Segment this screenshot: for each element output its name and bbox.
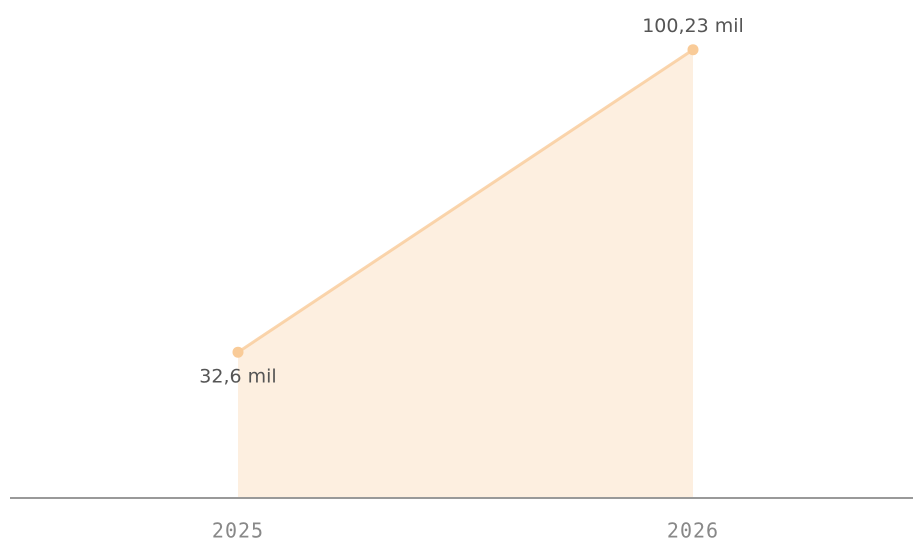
- line: [237, 48, 694, 354]
- value-label: 100,23 mil: [642, 15, 744, 37]
- point: [232, 346, 244, 358]
- point: [687, 44, 699, 56]
- x-tick-label: 2026: [667, 519, 719, 543]
- area: [238, 49, 693, 498]
- value-label: 32,6 mil: [199, 366, 276, 388]
- x-tick-label: 2025: [212, 519, 264, 543]
